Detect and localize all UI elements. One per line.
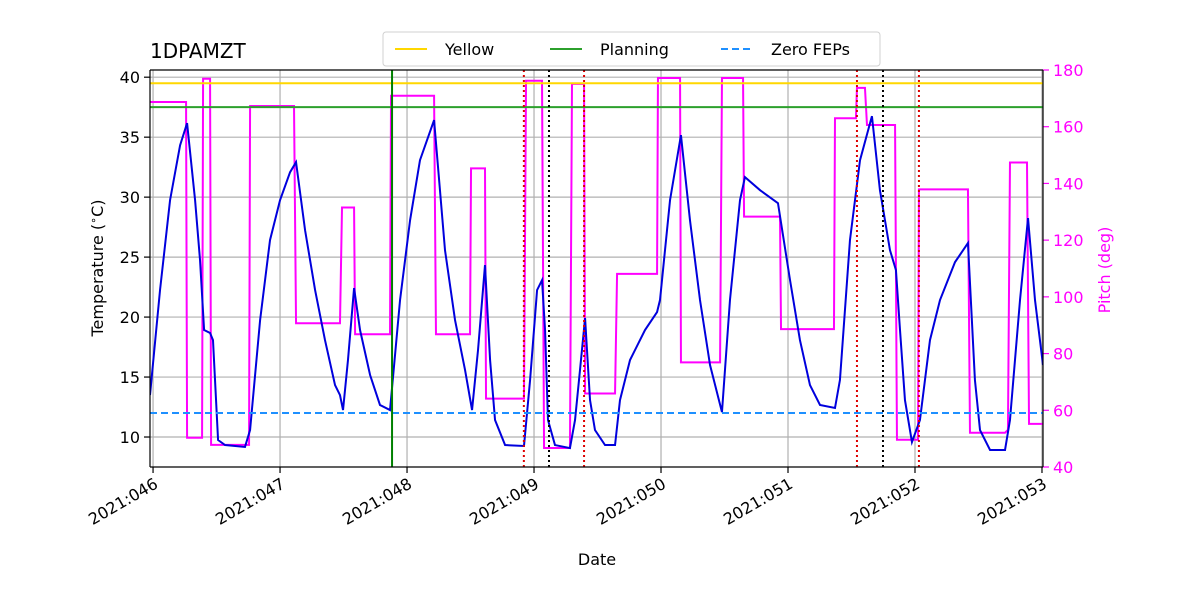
y-tick-label: 25 (120, 248, 140, 267)
x-tick-label: 2021:050 (593, 474, 669, 529)
chart-title: 1DPAMZT (150, 39, 247, 63)
y2-tick-label: 140 (1053, 174, 1084, 193)
y2-tick-label: 100 (1053, 288, 1084, 307)
series-line (150, 76, 1043, 449)
y-tick-label: 20 (120, 308, 140, 327)
y-tick-label: 30 (120, 188, 140, 207)
y2-tick-label: 80 (1053, 345, 1073, 364)
y-axis-label: Temperature (∘C) (87, 200, 107, 338)
x-tick-label: 2021:052 (847, 474, 923, 529)
y-tick-label: 15 (120, 368, 140, 387)
y2-axis-label: Pitch (deg) (1095, 227, 1114, 314)
x-tick-label: 2021:049 (466, 474, 542, 529)
x-tick-label: 2021:047 (212, 474, 288, 529)
y-tick-label: 35 (120, 128, 140, 147)
legend-label: Planning (600, 40, 669, 59)
x-tick-label: 2021:051 (720, 474, 796, 529)
y2-tick-label: 120 (1053, 231, 1084, 250)
x-axis-label: Date (578, 550, 616, 569)
legend-box (382, 31, 881, 67)
x-tick-label: 2021:053 (974, 474, 1050, 529)
x-tick-label: 2021:046 (85, 474, 161, 529)
y2-tick-label: 160 (1053, 118, 1084, 137)
x-tick-label: 2021:048 (339, 474, 415, 529)
y2-tick-label: 180 (1053, 61, 1084, 80)
legend-label: Yellow (444, 40, 494, 59)
y2-tick-label: 40 (1053, 458, 1073, 477)
legend-label: Zero FEPs (771, 40, 850, 59)
y-tick-label: 40 (120, 68, 140, 87)
plot-area (150, 70, 1043, 467)
series-line (150, 115, 1043, 451)
y2-tick-label: 60 (1053, 401, 1073, 420)
y-tick-label: 10 (120, 428, 140, 447)
